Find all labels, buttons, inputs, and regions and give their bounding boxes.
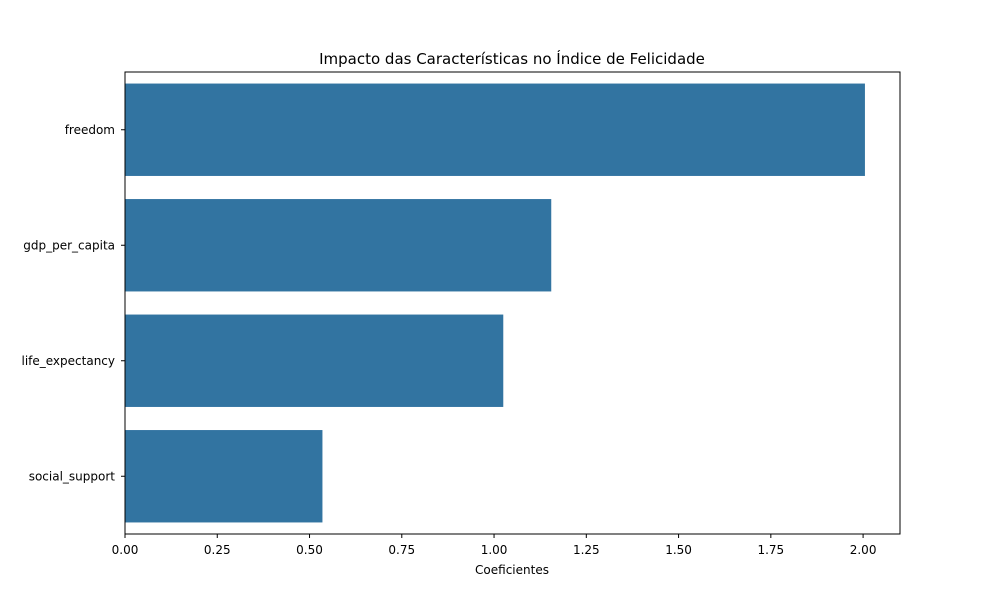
y-tick-label: freedom [65, 123, 115, 137]
bar-life_expectancy [125, 314, 504, 407]
bars-group [125, 83, 865, 523]
bar-freedom [125, 83, 865, 176]
x-tick-label: 1.00 [481, 543, 508, 557]
bar-social_support [125, 430, 323, 523]
chart-title: Impacto das Características no Índice de… [319, 49, 705, 68]
x-tick-label: 0.00 [112, 543, 139, 557]
x-tick-label: 1.50 [665, 543, 692, 557]
x-tick-label: 2.00 [850, 543, 877, 557]
x-axis-ticks: 0.00 0.25 0.50 0.75 1.00 1.25 1.50 1.75 2.00 [112, 534, 877, 557]
y-axis-ticks: freedom gdp_per_capita life_expectancysoci… [21, 123, 125, 483]
x-tick-label: 0.75 [388, 543, 415, 557]
x-tick-label: 0.25 [204, 543, 231, 557]
x-axis-label: Coeficientes [475, 563, 549, 577]
x-tick-label: 1.25 [573, 543, 600, 557]
bar-gdp_per_capita [125, 199, 552, 292]
x-tick-label: 0.50 [296, 543, 323, 557]
y-tick-label: social_support [29, 469, 116, 483]
x-tick-label: 1.75 [757, 543, 784, 557]
y-tick-label: life_expectancy [21, 354, 115, 368]
y-tick-label: gdp_per_capita [23, 238, 115, 252]
plot-frame [124, 71, 901, 535]
